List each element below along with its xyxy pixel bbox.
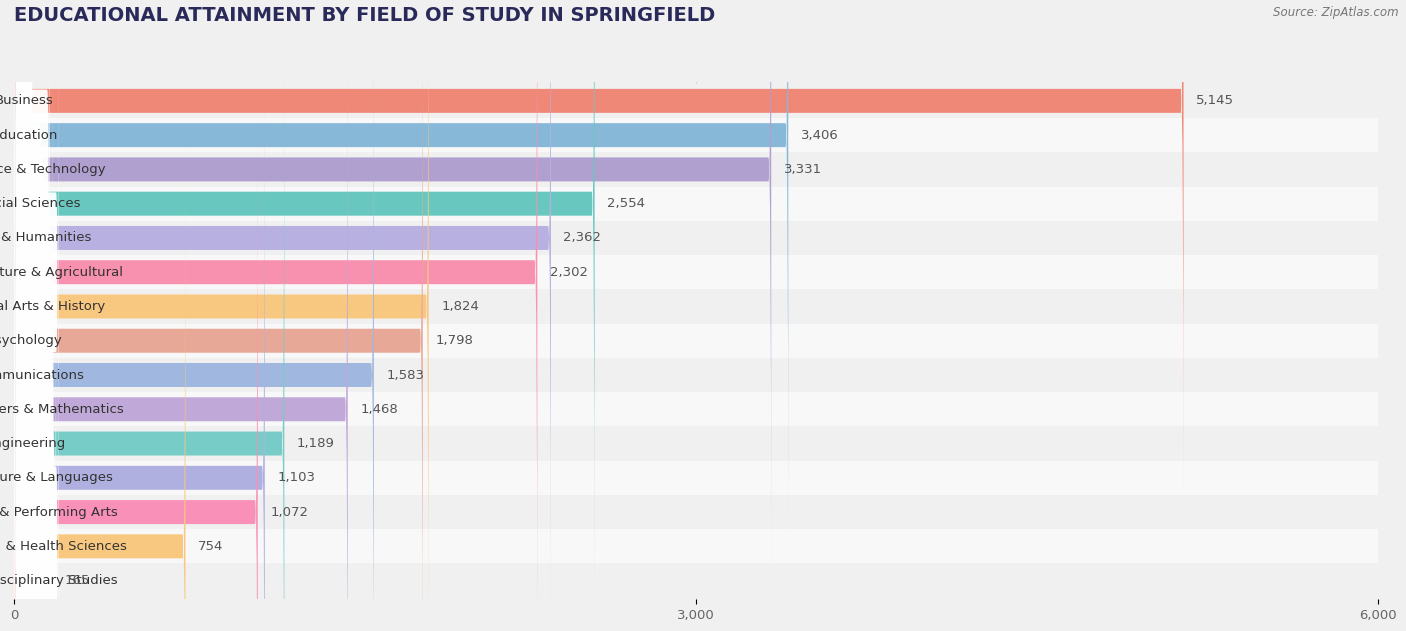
FancyBboxPatch shape [14, 0, 374, 631]
Bar [0, 461, 1400, 495]
Text: Physical & Health Sciences: Physical & Health Sciences [0, 540, 128, 553]
Text: Psychology: Psychology [0, 334, 63, 347]
FancyBboxPatch shape [14, 10, 347, 631]
FancyBboxPatch shape [14, 0, 551, 631]
Text: Literature & Languages: Literature & Languages [0, 471, 112, 485]
FancyBboxPatch shape [14, 0, 45, 501]
Text: 1,072: 1,072 [270, 505, 308, 519]
FancyBboxPatch shape [14, 78, 35, 604]
Bar [0, 221, 1400, 255]
Text: 1,103: 1,103 [277, 471, 315, 485]
Bar [0, 118, 1400, 152]
Bar [0, 529, 1400, 563]
Bar [0, 563, 1400, 598]
FancyBboxPatch shape [14, 147, 186, 631]
Bar [0, 290, 1400, 324]
Text: Science & Technology: Science & Technology [0, 163, 105, 176]
FancyBboxPatch shape [14, 146, 53, 631]
Text: 1,468: 1,468 [360, 403, 398, 416]
Bar [0, 392, 1400, 427]
FancyBboxPatch shape [14, 0, 32, 363]
Text: EDUCATIONAL ATTAINMENT BY FIELD OF STUDY IN SPRINGFIELD: EDUCATIONAL ATTAINMENT BY FIELD OF STUDY… [14, 6, 716, 25]
FancyBboxPatch shape [14, 0, 772, 569]
FancyBboxPatch shape [14, 249, 55, 631]
Bar [0, 152, 1400, 187]
FancyBboxPatch shape [14, 0, 49, 432]
Bar [0, 255, 1400, 290]
FancyBboxPatch shape [14, 0, 42, 466]
FancyBboxPatch shape [14, 0, 789, 534]
Text: 3,406: 3,406 [801, 129, 838, 141]
Bar [0, 84, 1400, 118]
FancyBboxPatch shape [14, 0, 595, 603]
Text: 1,583: 1,583 [387, 369, 425, 382]
Text: Bio, Nature & Agricultural: Bio, Nature & Agricultural [0, 266, 122, 279]
Text: Communications: Communications [0, 369, 84, 382]
Bar [0, 187, 1400, 221]
FancyBboxPatch shape [14, 112, 41, 631]
FancyBboxPatch shape [14, 44, 284, 631]
Text: Education: Education [0, 129, 58, 141]
FancyBboxPatch shape [14, 79, 264, 631]
Text: Visual & Performing Arts: Visual & Performing Arts [0, 505, 117, 519]
FancyBboxPatch shape [14, 181, 52, 631]
Bar [0, 495, 1400, 529]
FancyBboxPatch shape [14, 0, 1184, 500]
Text: 2,554: 2,554 [607, 197, 645, 210]
Bar [0, 324, 1400, 358]
FancyBboxPatch shape [14, 44, 52, 569]
Text: 754: 754 [198, 540, 224, 553]
FancyBboxPatch shape [14, 0, 34, 398]
Text: 1,189: 1,189 [297, 437, 335, 450]
FancyBboxPatch shape [14, 283, 59, 631]
Text: Multidisciplinary Studies: Multidisciplinary Studies [0, 574, 118, 587]
Text: Source: ZipAtlas.com: Source: ZipAtlas.com [1274, 6, 1399, 20]
FancyBboxPatch shape [14, 9, 59, 535]
FancyBboxPatch shape [14, 318, 56, 631]
Text: 5,145: 5,145 [1197, 95, 1234, 107]
Text: 1,824: 1,824 [441, 300, 479, 313]
FancyBboxPatch shape [14, 215, 52, 631]
Text: 165: 165 [65, 574, 90, 587]
Text: Business: Business [0, 95, 53, 107]
FancyBboxPatch shape [14, 180, 37, 631]
Bar [0, 358, 1400, 392]
Text: Engineering: Engineering [0, 437, 66, 450]
FancyBboxPatch shape [14, 0, 423, 631]
Bar [0, 427, 1400, 461]
Text: Liberal Arts & History: Liberal Arts & History [0, 300, 105, 313]
FancyBboxPatch shape [14, 0, 429, 631]
Text: Social Sciences: Social Sciences [0, 197, 80, 210]
Text: 2,302: 2,302 [550, 266, 588, 279]
Text: Computers & Mathematics: Computers & Mathematics [0, 403, 124, 416]
Text: 1,798: 1,798 [436, 334, 474, 347]
Text: 2,362: 2,362 [564, 232, 602, 244]
Text: Arts & Humanities: Arts & Humanities [0, 232, 91, 244]
FancyBboxPatch shape [14, 113, 257, 631]
Text: 3,331: 3,331 [783, 163, 823, 176]
FancyBboxPatch shape [14, 0, 537, 631]
